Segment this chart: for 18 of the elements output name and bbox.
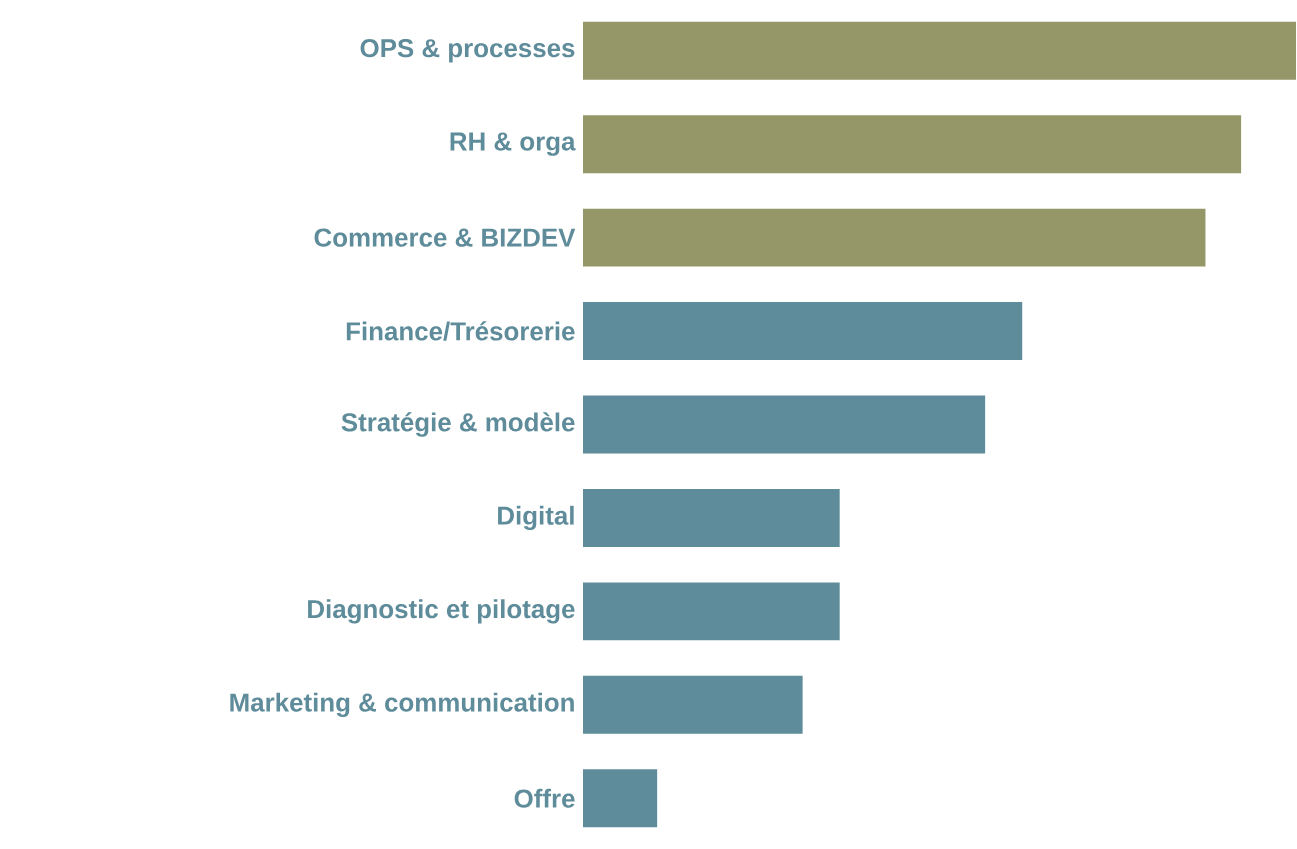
y-tick-label: Finance/Trésorerie xyxy=(346,321,575,341)
bar xyxy=(583,208,1206,267)
bar xyxy=(583,115,1242,174)
bar xyxy=(583,302,1023,361)
y-tick-label: Marketing & communication xyxy=(230,692,574,717)
y-tick-label: Stratégie & modèle xyxy=(341,412,575,437)
bar xyxy=(583,395,986,454)
bar xyxy=(583,488,840,547)
bar xyxy=(583,582,840,641)
y-tick-label: RH & orga xyxy=(450,132,576,156)
y-tick-label: Offre xyxy=(514,788,575,808)
bar xyxy=(583,769,658,828)
y-tick-label: OPS & processes xyxy=(360,38,575,63)
bar xyxy=(583,21,1297,80)
y-tick-label: Commerce & BIZDEV xyxy=(314,228,576,247)
bar xyxy=(583,675,803,734)
y-tick-label: Diagnostic et pilotage xyxy=(308,599,575,624)
y-tick-label: Digital xyxy=(498,505,574,531)
